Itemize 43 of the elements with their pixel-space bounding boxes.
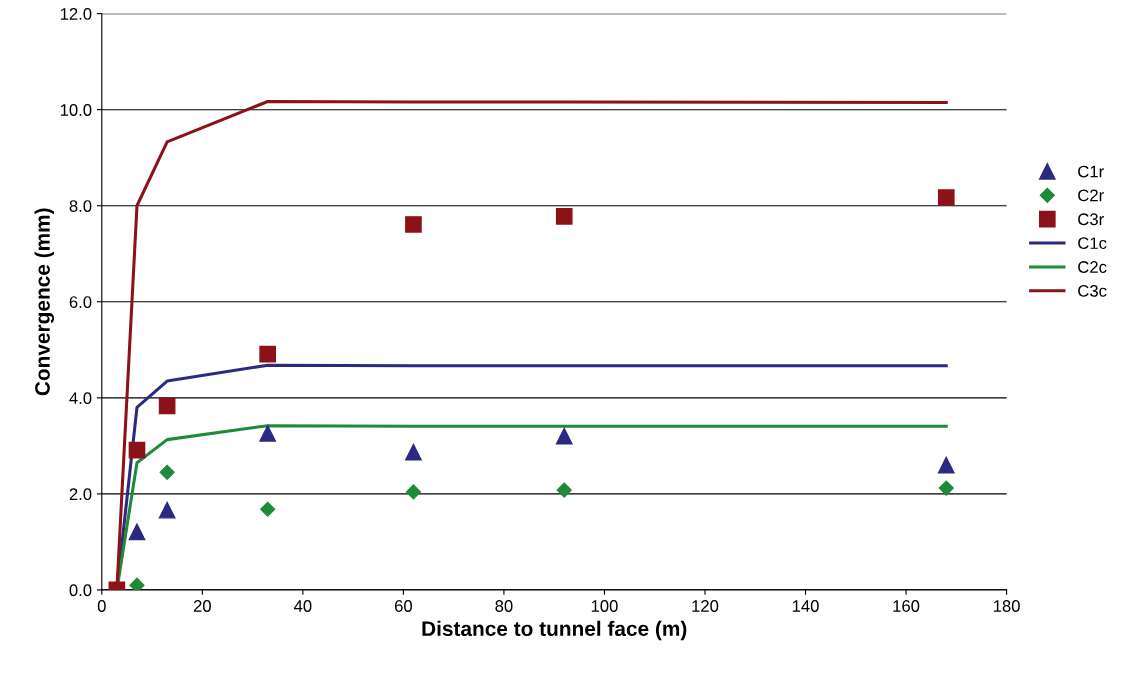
x-tick-label: 60 <box>394 600 413 612</box>
x-tick-label: 40 <box>293 600 312 612</box>
legend-label: C1c <box>1078 237 1107 250</box>
point <box>556 482 572 498</box>
point <box>405 443 422 461</box>
point <box>260 501 276 517</box>
x-tick-label: 180 <box>993 600 1020 612</box>
y-tick-label: 12.0 <box>60 8 92 20</box>
legend-label: C1r <box>1078 165 1104 178</box>
point <box>555 207 573 225</box>
legend-label: C3c <box>1078 284 1107 297</box>
legend-label: C2c <box>1078 261 1107 273</box>
y-tick-label: 4.0 <box>69 392 92 405</box>
point <box>129 577 145 590</box>
point <box>259 425 277 442</box>
x-tick-label: 0 <box>97 600 106 612</box>
point <box>158 501 176 519</box>
point <box>128 441 146 459</box>
point <box>128 523 146 541</box>
x-axis-title: Distance to tunnel face (m) <box>422 620 687 641</box>
point <box>938 480 954 496</box>
point <box>158 397 176 415</box>
y-axis-title: Convergence (mm) <box>34 208 55 396</box>
legend-label: C3r <box>1078 213 1104 226</box>
x-tick-label: 160 <box>893 600 920 612</box>
y-tick-label: 10.0 <box>60 104 92 116</box>
y-tick-label: 6.0 <box>69 296 92 308</box>
x-tick-label: 20 <box>193 600 211 612</box>
y-tick-label: 0.0 <box>69 584 92 597</box>
point <box>937 189 955 206</box>
x-tick-label: 80 <box>495 600 513 612</box>
x-tick-label: 140 <box>792 600 819 612</box>
point <box>405 216 422 233</box>
point <box>555 427 573 445</box>
y-tick-label: 2.0 <box>69 488 92 501</box>
x-tick-label: 120 <box>692 600 719 612</box>
legend-label: C2r <box>1078 189 1104 202</box>
y-tick-label: 8.0 <box>69 200 92 212</box>
point <box>405 484 422 500</box>
point <box>259 345 277 363</box>
point <box>937 456 955 474</box>
point <box>159 464 175 480</box>
x-tick-label: 100 <box>591 600 618 612</box>
